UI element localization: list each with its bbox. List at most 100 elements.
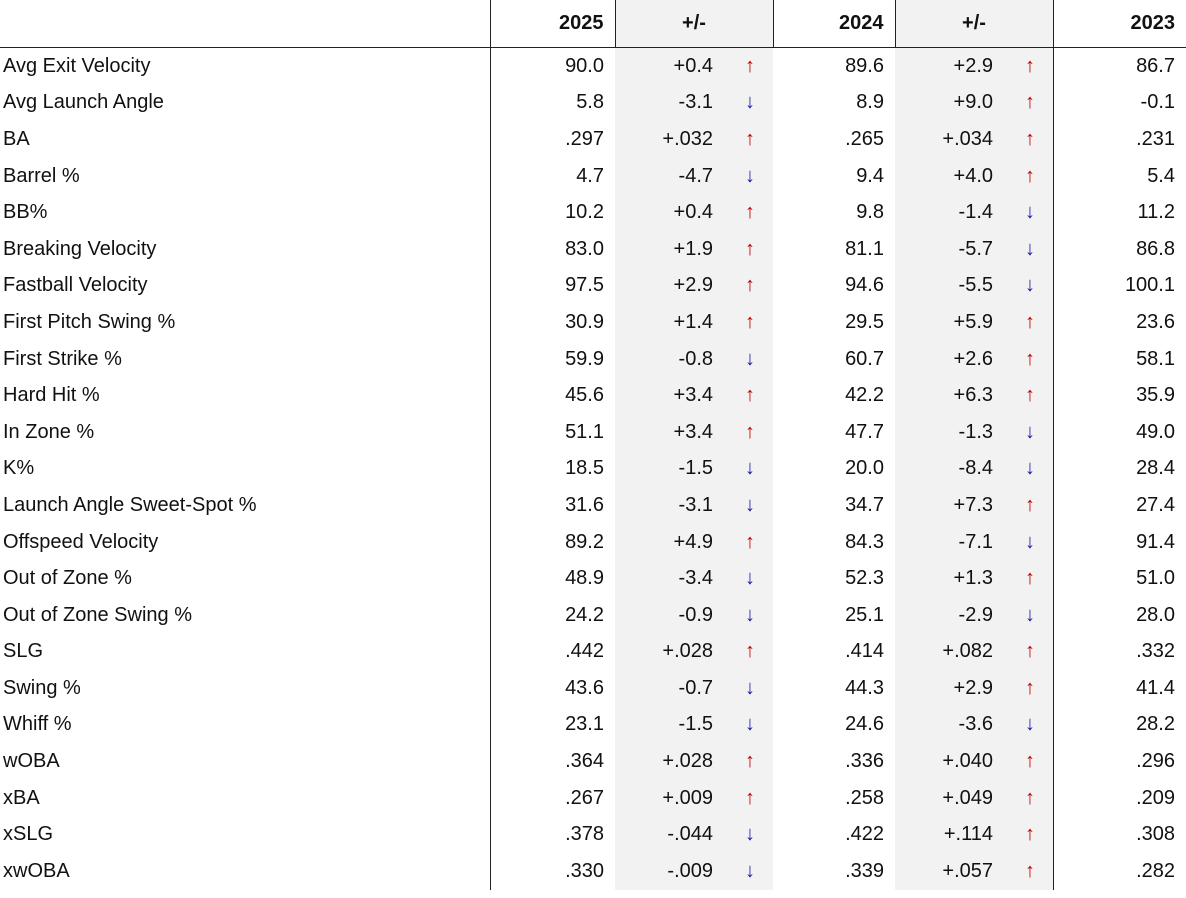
value-2025: 90.0 xyxy=(489,47,615,85)
value-2024: .258 xyxy=(845,786,884,809)
change: +2.9 xyxy=(895,670,1005,707)
table-row: Swing % 43.6 -0.7 ↓ 44.3 +2.9 ↑ 41.4 xyxy=(0,670,1186,707)
value-2023: 11.2 xyxy=(1052,194,1186,231)
value-2025: .364 xyxy=(489,743,615,780)
row-label: Offspeed Velocity xyxy=(3,530,159,553)
value-2025: 43.6 xyxy=(489,670,615,707)
value-2023: .231 xyxy=(1052,121,1186,158)
value-2023: .308 xyxy=(1052,816,1186,854)
table-row: Hard Hit % 45.6 +3.4 ↑ 42.2 +6.3 ↑ 35.9 xyxy=(0,377,1186,414)
value-2025: 18.5 xyxy=(489,450,615,488)
change: +.040 xyxy=(895,743,1005,780)
value-2023: 28.0 xyxy=(1052,596,1186,634)
row-label: BA xyxy=(3,127,30,150)
table-row: SLG .442 +.028 ↑ .414 +.082 ↑ .332 xyxy=(0,633,1186,671)
value-2023: 23.6 xyxy=(1052,304,1186,341)
value-2025: .267 xyxy=(489,779,615,817)
change: +3.4 xyxy=(615,413,725,451)
value-2023: 5.4 xyxy=(1052,157,1186,195)
column-header: 2024 xyxy=(772,0,895,48)
row-label: Out of Zone Swing % xyxy=(3,603,192,626)
change: -0.7 xyxy=(615,670,725,707)
row-label: wOBA xyxy=(3,750,60,773)
change: +.114 xyxy=(895,816,1005,854)
trend-arrow: ↓ xyxy=(1005,596,1053,634)
table-row: In Zone % 51.1 +3.4 ↑ 47.7 -1.3 ↓ 49.0 xyxy=(0,413,1186,451)
table-row: xSLG .378 -.044 ↓ .422 +.114 ↑ .308 xyxy=(0,816,1186,854)
value-2025: 48.9 xyxy=(489,560,615,597)
value-2023: .209 xyxy=(1052,779,1186,817)
value-2025: 83.0 xyxy=(489,230,615,268)
value-2024: 89.6 xyxy=(845,54,884,77)
header-blank xyxy=(0,0,490,48)
value-2023: -0.1 xyxy=(1052,84,1186,122)
value-2025: 31.6 xyxy=(489,487,615,524)
value-2023: 35.9 xyxy=(1052,377,1186,414)
trend-arrow: ↑ xyxy=(1005,743,1053,780)
change: -4.7 xyxy=(615,157,725,195)
trend-arrow: ↓ xyxy=(1005,706,1053,744)
trend-arrow: ↓ xyxy=(725,487,773,524)
change: -5.5 xyxy=(895,267,1005,305)
row-label: Avg Exit Velocity xyxy=(3,54,151,77)
row-label: xwOBA xyxy=(3,859,70,882)
row-label: First Strike % xyxy=(3,347,122,370)
row-label: Launch Angle Sweet-Spot % xyxy=(3,493,257,516)
table-row: wOBA .364 +.028 ↑ .336 +.040 ↑ .296 xyxy=(0,743,1186,780)
trend-arrow: ↓ xyxy=(725,670,773,707)
row-label: BB% xyxy=(3,201,48,224)
change: -3.6 xyxy=(895,706,1005,744)
row-label: In Zone % xyxy=(3,420,95,443)
change: +6.3 xyxy=(895,377,1005,414)
value-2024: .265 xyxy=(845,127,884,150)
change: -3.1 xyxy=(615,84,725,122)
column-header: 2025 xyxy=(489,0,615,48)
change: +.028 xyxy=(615,743,725,780)
trend-arrow: ↑ xyxy=(1005,487,1053,524)
value-2024: 44.3 xyxy=(845,676,884,699)
change: -1.5 xyxy=(615,450,725,488)
table-row: xwOBA .330 -.009 ↓ .339 +.057 ↑ .282 xyxy=(0,853,1186,890)
trend-arrow: ↑ xyxy=(1005,853,1053,890)
trend-arrow: ↑ xyxy=(1005,377,1053,414)
value-2023: 51.0 xyxy=(1052,560,1186,597)
change: +2.9 xyxy=(895,47,1005,85)
change: -.009 xyxy=(615,853,725,890)
change: +0.4 xyxy=(615,194,725,231)
trend-arrow: ↑ xyxy=(1005,560,1053,597)
trend-arrow: ↓ xyxy=(725,853,773,890)
table-row: Avg Exit Velocity 90.0 +0.4 ↑ 89.6 +2.9 ↑ 86.7 xyxy=(0,47,1186,85)
row-label: K% xyxy=(3,457,35,480)
change: +9.0 xyxy=(895,84,1005,122)
table-row: Launch Angle Sweet-Spot % 31.6 -3.1 ↓ 34.7 +7… xyxy=(0,487,1186,524)
row-label: Barrel % xyxy=(3,164,80,187)
change: -0.9 xyxy=(615,596,725,634)
trend-arrow: ↓ xyxy=(1005,450,1053,488)
change: +1.3 xyxy=(895,560,1005,597)
change: +0.4 xyxy=(615,47,725,85)
value-2025: 59.9 xyxy=(489,340,615,378)
trend-arrow: ↓ xyxy=(1005,267,1053,305)
value-2024: 25.1 xyxy=(845,603,884,626)
value-2024: .339 xyxy=(845,859,884,882)
trend-arrow: ↓ xyxy=(725,157,773,195)
column-header: 2023 xyxy=(1052,0,1186,48)
table-body: Avg Exit Velocity 90.0 +0.4 ↑ 89.6 +2.9 ↑ 86.7 A… xyxy=(0,47,1186,890)
change: +.034 xyxy=(895,121,1005,158)
change: +.028 xyxy=(615,633,725,671)
value-2024: 52.3 xyxy=(845,567,884,590)
trend-arrow: ↑ xyxy=(725,523,773,561)
change: +5.9 xyxy=(895,304,1005,341)
trend-arrow: ↑ xyxy=(725,377,773,414)
change: +4.0 xyxy=(895,157,1005,195)
value-2024: 24.6 xyxy=(845,713,884,736)
trend-arrow: ↑ xyxy=(1005,47,1053,85)
value-2025: 4.7 xyxy=(489,157,615,195)
change: -.044 xyxy=(615,816,725,854)
column-header: +/- xyxy=(614,0,773,48)
trend-arrow: ↑ xyxy=(1005,779,1053,817)
value-2024: 9.8 xyxy=(856,201,884,224)
table-row: Barrel % 4.7 -4.7 ↓ 9.4 +4.0 ↑ 5.4 xyxy=(0,157,1186,195)
row-label: SLG xyxy=(3,640,44,663)
